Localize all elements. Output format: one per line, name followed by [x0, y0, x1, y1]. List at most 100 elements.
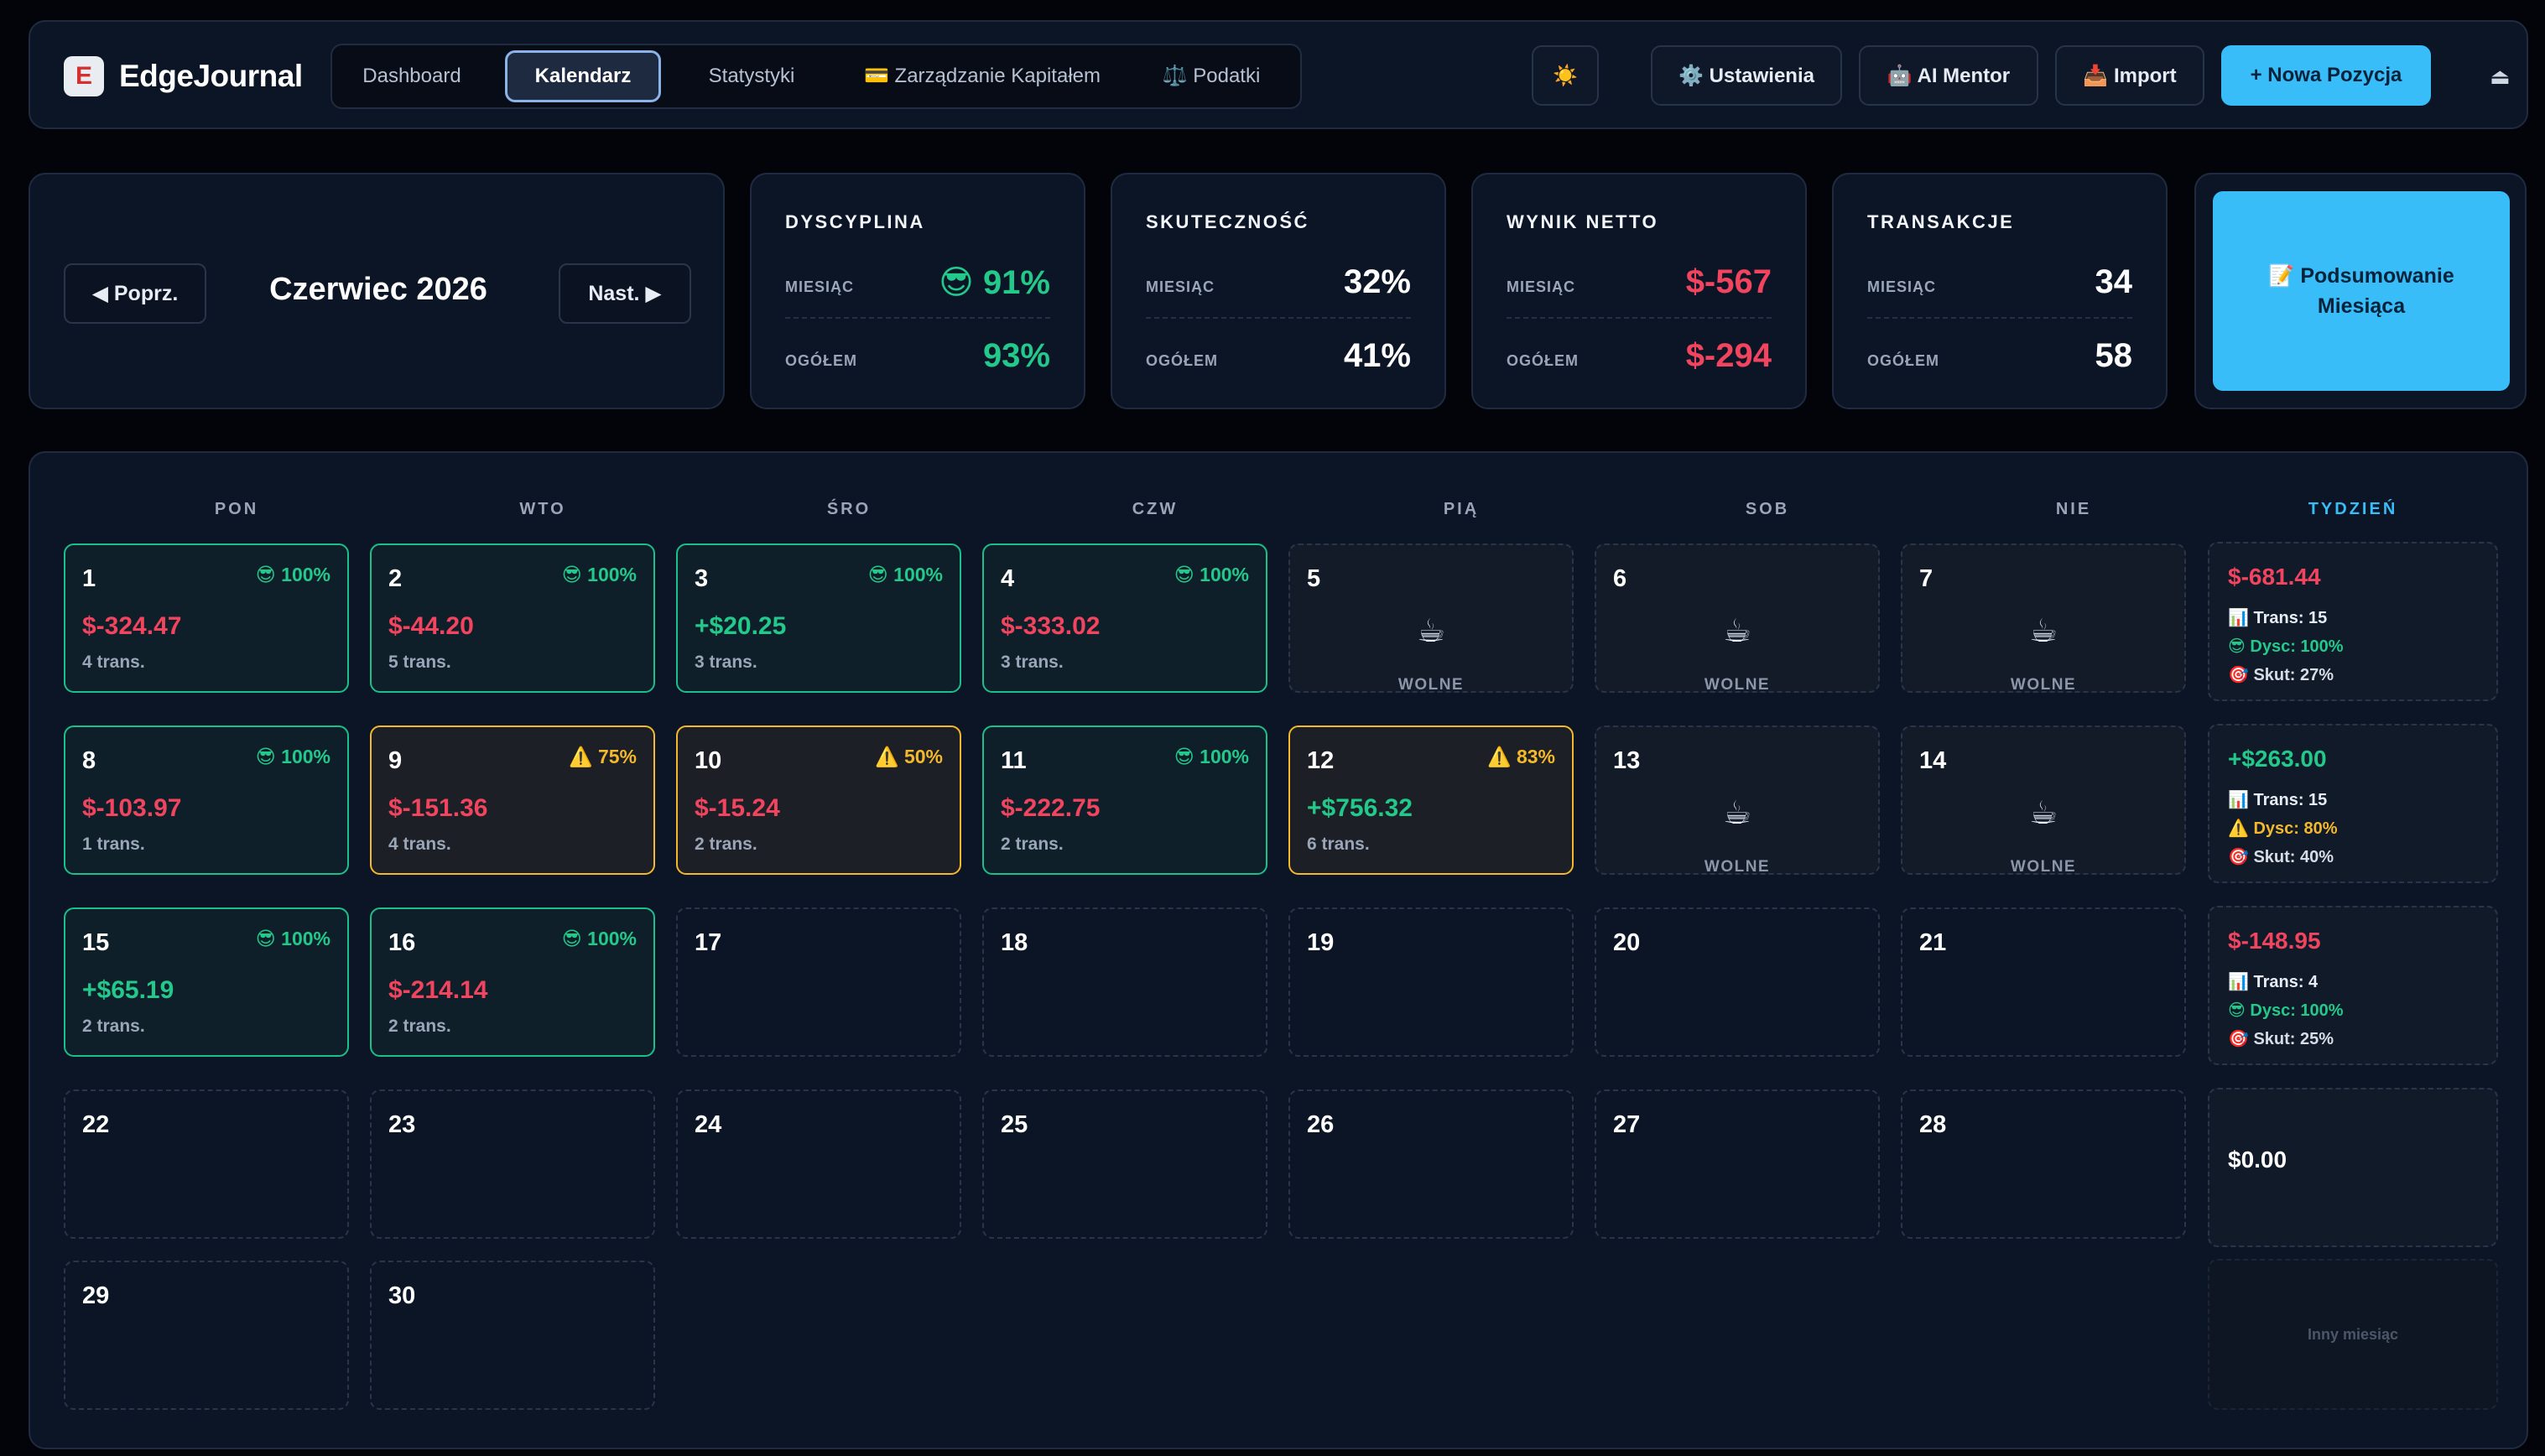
day-cell-6[interactable]: 6 ☕ WOLNE	[1595, 543, 1880, 694]
day-cell-5[interactable]: 5 ☕ WOLNE	[1288, 543, 1574, 694]
day-cell-3[interactable]: 3 😎 100% +$20.25 3 trans.	[676, 543, 961, 693]
stat-card-net-result: WYNIK NETTO MIESIĄC $-567 OGÓŁEM $-294	[1471, 173, 1807, 409]
day-cell-17[interactable]: 17	[676, 907, 961, 1057]
tab-calendar[interactable]: Kalendarz	[505, 50, 661, 102]
week-pnl: $-148.95	[2228, 928, 2321, 954]
day-trade-count: 2 trans.	[1001, 835, 1064, 854]
week-win-rate: 🎯 Skut: 27%	[2228, 666, 2334, 684]
day-pnl: +$756.32	[1307, 794, 1413, 822]
discipline-badge: ⚠️ 75%	[568, 746, 637, 767]
day-cell-25[interactable]: 25	[982, 1089, 1267, 1239]
discipline-badge: 😎 100%	[561, 928, 637, 949]
day-number: 2	[388, 565, 403, 592]
brand-logo-icon: E	[64, 56, 104, 96]
day-number: 19	[1307, 929, 1335, 956]
day-cell-19[interactable]: 19	[1288, 907, 1574, 1057]
other-month-label: Inny miesiąc	[2307, 1326, 2399, 1343]
week-summary-2[interactable]: +$263.00 📊 Trans: 15 ⚠️ Dysc: 80% 🎯 Skut: 4…	[2208, 724, 2498, 883]
day-number: 24	[695, 1111, 722, 1138]
day-cell-18[interactable]: 18	[982, 907, 1267, 1057]
day-pnl: $-214.14	[388, 976, 488, 1004]
day-cell-22[interactable]: 22	[64, 1089, 349, 1239]
week-summary-4[interactable]: $0.00	[2208, 1088, 2498, 1247]
day-number: 4	[1001, 565, 1015, 592]
weekday-header: PIĄ	[1443, 500, 1480, 518]
day-cell-21[interactable]: 21	[1901, 907, 2186, 1057]
day-cell-23[interactable]: 23	[370, 1089, 655, 1239]
day-cell-1[interactable]: 1 😎 100% $-324.47 4 trans.	[64, 543, 349, 693]
stat-separator	[785, 317, 1050, 319]
prev-month-button[interactable]: ◀ Poprz.	[64, 263, 206, 324]
import-button[interactable]: 📥 Import	[2055, 45, 2204, 106]
month-navigator: ◀ Poprz. Czerwiec 2026 Nast. ▶	[29, 173, 725, 409]
day-cell-26[interactable]: 26	[1288, 1089, 1574, 1239]
day-number: 11	[1001, 747, 1027, 774]
day-cell-30[interactable]: 30	[370, 1261, 655, 1410]
day-pnl: $-333.02	[1001, 612, 1101, 640]
day-cell-27[interactable]: 27	[1595, 1089, 1880, 1239]
week-discipline: ⚠️ Dysc: 80%	[2228, 819, 2338, 838]
day-pnl: $-324.47	[82, 612, 182, 640]
day-number: 13	[1613, 747, 1641, 774]
day-off-label: WOLNE	[2010, 858, 2077, 876]
next-month-button[interactable]: Nast. ▶	[559, 263, 691, 324]
coffee-icon: ☕	[1722, 796, 1752, 831]
brand[interactable]: E EdgeJournal	[64, 55, 303, 97]
day-cell-7[interactable]: 7 ☕ WOLNE	[1901, 543, 2186, 694]
day-cell-10[interactable]: 10 ⚠️ 50% $-15.24 2 trans.	[676, 725, 961, 875]
weekday-header: WTO	[519, 500, 566, 518]
day-cell-24[interactable]: 24	[676, 1089, 961, 1239]
day-cell-12[interactable]: 12 ⚠️ 83% +$756.32 6 trans.	[1288, 725, 1574, 875]
day-number: 1	[82, 565, 96, 592]
stat-separator	[1146, 317, 1411, 319]
weekday-header: SOB	[1745, 500, 1790, 518]
theme-toggle-button[interactable]: ☀️	[1532, 45, 1599, 106]
stat-total-value: 58	[2095, 337, 2133, 374]
tab-capital-management[interactable]: 💳 Zarządzanie Kapitałem	[863, 65, 1101, 87]
week-pnl: +$263.00	[2228, 746, 2327, 772]
day-number: 10	[695, 747, 722, 774]
week-summary-3[interactable]: $-148.95 📊 Trans: 4 😎 Dysc: 100% 🎯 Skut: 25…	[2208, 906, 2498, 1065]
day-trade-count: 3 trans.	[1001, 653, 1064, 672]
day-number: 23	[388, 1111, 416, 1138]
day-trade-count: 6 trans.	[1307, 835, 1370, 854]
week-summary-1[interactable]: $-681.44 📊 Trans: 15 😎 Dysc: 100% 🎯 Skut: 2…	[2208, 542, 2498, 701]
tab-statistics[interactable]: Statystyki	[708, 65, 795, 87]
day-trade-count: 4 trans.	[82, 653, 145, 672]
day-cell-16[interactable]: 16 😎 100% $-214.14 2 trans.	[370, 907, 655, 1057]
day-off-label: WOLNE	[1704, 858, 1771, 876]
stat-month-value: 32%	[1343, 263, 1411, 300]
logout-icon[interactable]: ⏏	[2490, 64, 2511, 89]
weekday-header: NIE	[2055, 500, 2092, 518]
stat-month-label: MIESIĄC	[1507, 278, 1576, 295]
day-cell-28[interactable]: 28	[1901, 1089, 2186, 1239]
day-pnl: $-44.20	[388, 612, 474, 640]
new-position-button[interactable]: + Nowa Pozycja	[2221, 45, 2431, 106]
tab-dashboard[interactable]: Dashboard	[362, 65, 461, 87]
day-cell-4[interactable]: 4 😎 100% $-333.02 3 trans.	[982, 543, 1267, 693]
day-cell-11[interactable]: 11 😎 100% $-222.75 2 trans.	[982, 725, 1267, 875]
day-cell-14[interactable]: 14 ☕ WOLNE	[1901, 725, 2186, 876]
ai-mentor-button[interactable]: 🤖 AI Mentor	[1859, 45, 2038, 106]
day-off-label: WOLNE	[1397, 676, 1465, 694]
tab-taxes[interactable]: ⚖️ Podatki	[1162, 65, 1261, 87]
month-title: Czerwiec 2026	[269, 272, 487, 307]
day-cell-13[interactable]: 13 ☕ WOLNE	[1595, 725, 1880, 876]
weekday-header: PON	[214, 500, 259, 518]
day-cell-29[interactable]: 29	[64, 1261, 349, 1410]
settings-button[interactable]: ⚙️ Ustawienia	[1651, 45, 1842, 106]
stat-card-win-rate: SKUTECZNOŚĆ MIESIĄC 32% OGÓŁEM 41%	[1111, 173, 1446, 409]
coffee-icon: ☕	[2028, 796, 2058, 831]
sun-icon: ☀️	[1553, 64, 1578, 87]
day-cell-2[interactable]: 2 😎 100% $-44.20 5 trans.	[370, 543, 655, 693]
summary-card: 📝 Podsumowanie Miesiąca	[2194, 173, 2527, 409]
day-cell-8[interactable]: 8 😎 100% $-103.97 1 trans.	[64, 725, 349, 875]
day-number: 9	[388, 747, 403, 774]
stat-title: SKUTECZNOŚĆ	[1146, 211, 1309, 232]
month-summary-button[interactable]: 📝 Podsumowanie Miesiąca	[2213, 191, 2510, 391]
day-number: 20	[1613, 929, 1641, 956]
week-header: TYDZIEŃ	[2308, 500, 2398, 518]
day-cell-20[interactable]: 20	[1595, 907, 1880, 1057]
day-cell-15[interactable]: 15 😎 100% +$65.19 2 trans.	[64, 907, 349, 1057]
day-cell-9[interactable]: 9 ⚠️ 75% $-151.36 4 trans.	[370, 725, 655, 875]
